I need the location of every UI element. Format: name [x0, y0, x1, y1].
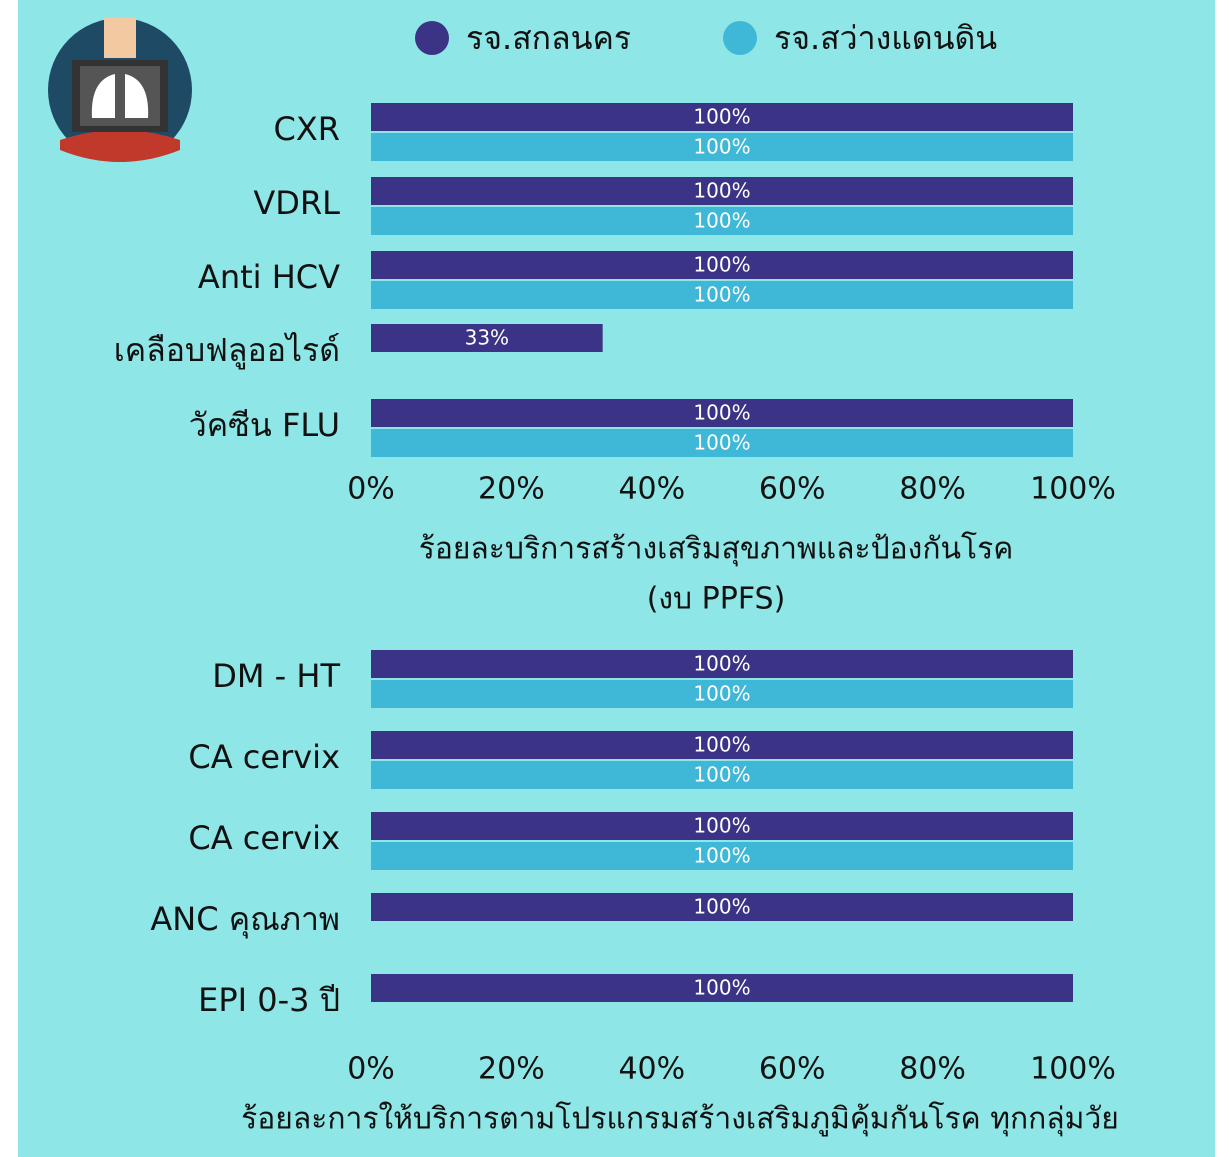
bar: [371, 761, 1073, 789]
bar: [371, 429, 1073, 457]
bar: [371, 731, 1073, 759]
x-axis-label: ร้อยละบริการสร้างเสริมสุขภาพและป้องกันโร…: [419, 531, 1014, 568]
value-label: 100%: [693, 209, 750, 233]
x-tick-label: 80%: [899, 472, 966, 507]
y-tick-label: DM - HT: [212, 657, 340, 695]
x-tick-label: 100%: [1030, 472, 1116, 507]
value-label: 100%: [693, 733, 750, 757]
x-tick-label: 80%: [899, 1052, 966, 1087]
value-label: 100%: [693, 814, 750, 838]
value-label: 100%: [693, 431, 750, 455]
value-label: 100%: [693, 763, 750, 787]
y-tick-label: CXR: [274, 110, 341, 148]
value-label: 100%: [693, 283, 750, 307]
x-axis-label: (งบ PPFS): [647, 582, 786, 617]
bar: [371, 893, 1073, 921]
y-tick-label: CA cervix: [188, 819, 340, 857]
y-tick-label: เคลือบฟลูออไรด์: [114, 331, 340, 370]
x-tick-label: 0%: [347, 1052, 395, 1087]
x-tick-label: 60%: [759, 1052, 826, 1087]
bar: [371, 207, 1073, 235]
y-tick-label: ANC คุณภาพ: [150, 900, 340, 939]
bar: [371, 103, 1073, 131]
bar: [371, 974, 1073, 1002]
legend-label: รจ.สว่างแดนดิน: [774, 19, 997, 57]
xray-icon: [48, 18, 192, 162]
x-tick-label: 0%: [347, 472, 395, 507]
x-tick-label: 40%: [618, 1052, 685, 1087]
y-tick-label: EPI 0-3 ปี: [198, 981, 340, 1019]
bar: [371, 177, 1073, 205]
value-label: 100%: [693, 135, 750, 159]
bar: [371, 399, 1073, 427]
bar: [371, 281, 1073, 309]
value-label: 100%: [693, 895, 750, 919]
y-tick-label: วัคซีน FLU: [189, 406, 340, 444]
value-label: 100%: [693, 253, 750, 277]
bar: [371, 842, 1073, 870]
legend-label: รจ.สกลนคร: [466, 19, 631, 57]
legend-swatch: [723, 21, 757, 55]
y-tick-label: CA cervix: [188, 738, 340, 776]
x-tick-label: 100%: [1030, 1052, 1116, 1087]
legend-swatch: [415, 21, 449, 55]
value-label: 33%: [465, 326, 509, 350]
value-label: 100%: [693, 652, 750, 676]
x-tick-label: 20%: [478, 1052, 545, 1087]
value-label: 100%: [693, 976, 750, 1000]
value-label: 100%: [693, 179, 750, 203]
y-tick-label: Anti HCV: [198, 258, 340, 296]
value-label: 100%: [693, 105, 750, 129]
value-label: 100%: [693, 401, 750, 425]
x-tick-label: 40%: [618, 472, 685, 507]
bar: [371, 812, 1073, 840]
bar: [371, 251, 1073, 279]
bar: [371, 680, 1073, 708]
bar: [371, 650, 1073, 678]
y-tick-label: VDRL: [253, 184, 340, 222]
x-axis-label: ร้อยละการให้บริการตามโปรแกรมสร้างเสริมภู…: [241, 1101, 1119, 1138]
value-label: 100%: [693, 844, 750, 868]
bar: [371, 324, 603, 352]
x-tick-label: 20%: [478, 472, 545, 507]
bar: [371, 133, 1073, 161]
value-label: 100%: [693, 682, 750, 706]
x-tick-label: 60%: [759, 472, 826, 507]
